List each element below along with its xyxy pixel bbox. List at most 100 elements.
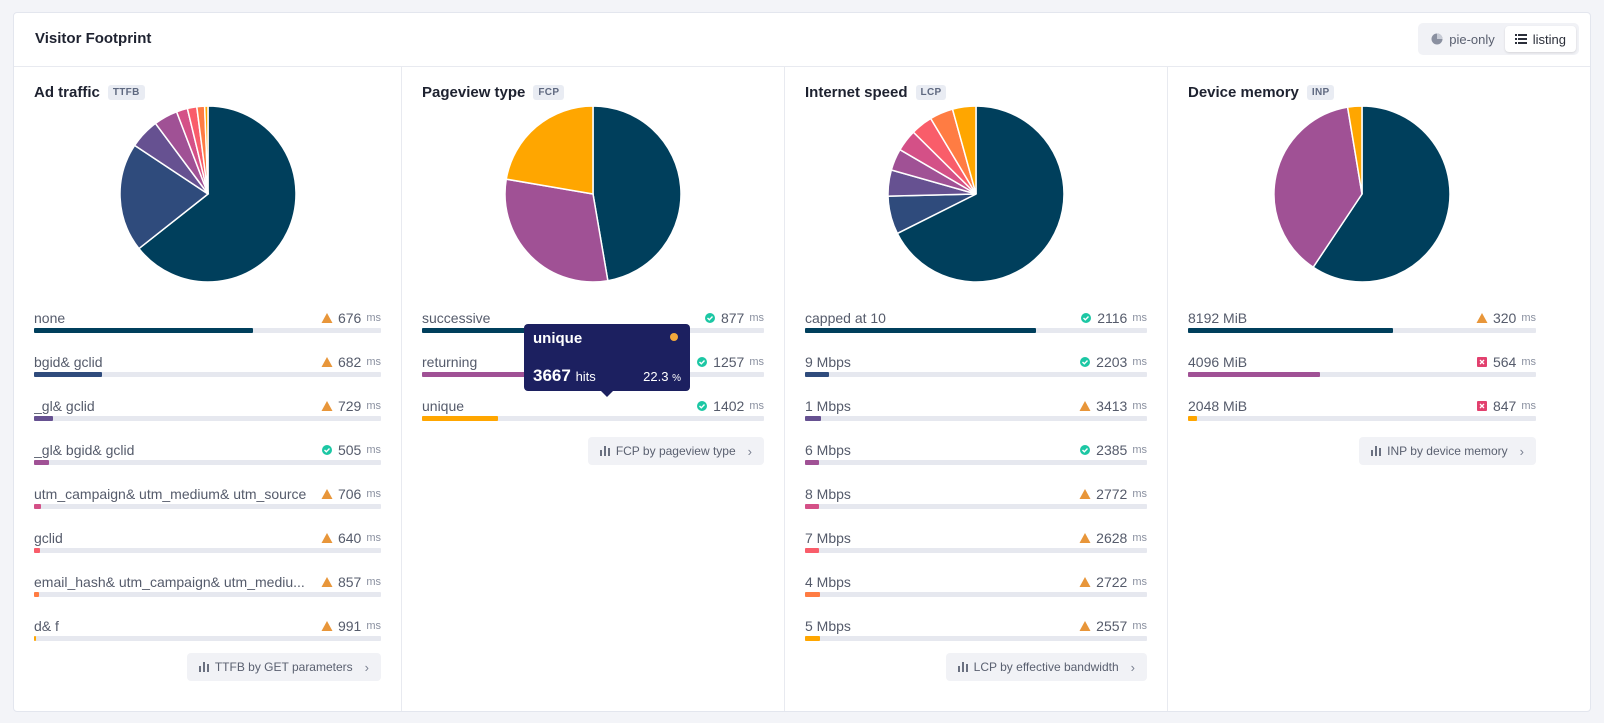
item-label: 9 Mbps [805,354,851,370]
tooltip-arrow [601,391,613,397]
pie-chart-icon [1431,33,1443,45]
breakdown-list: 8192 MiB 320 ms 4096 MiB 564 ms 2048 MiB 847 ms [1188,310,1536,442]
panel-title: Ad traffic [34,83,100,101]
share-bar-fill [422,372,526,377]
share-bar-track [1188,416,1536,421]
drilldown-button[interactable]: INP by device memory › [1359,437,1536,465]
pie-slice[interactable] [504,178,609,283]
list-item[interactable]: none 676 ms [34,310,381,354]
list-item[interactable]: 8192 MiB 320 ms [1188,310,1536,354]
metric-unit: ms [1132,488,1147,500]
pie-slice[interactable] [592,105,682,282]
list-item[interactable]: 2048 MiB 847 ms [1188,398,1536,442]
list-item[interactable]: email_hash& utm_campaign& utm_mediu... 85… [34,574,381,618]
item-label: 8192 MiB [1188,310,1248,326]
warning-triangle-icon [321,577,333,587]
item-metric: 676 ms [321,310,381,326]
metric-value: 3413 [1096,398,1128,414]
pie-slice[interactable] [1312,105,1451,283]
metric-value: 2772 [1096,486,1128,502]
drilldown-label: INP by device memory [1387,444,1508,458]
list-item[interactable]: _gl& gclid 729 ms [34,398,381,442]
metric-value: 1257 [713,354,745,370]
pie-slice[interactable] [118,144,209,250]
pie-slice[interactable] [896,105,1065,283]
warning-triangle-icon [1079,621,1091,631]
drilldown-button[interactable]: FCP by pageview type › [587,437,764,465]
list-item[interactable]: 5 Mbps 2557 ms [805,618,1147,662]
good-check-icon [697,357,708,367]
list-item[interactable]: 9 Mbps 2203 ms [805,354,1147,398]
pie-slice[interactable] [1273,106,1363,269]
pie-slice[interactable] [505,105,594,195]
list-item[interactable]: 1 Mbps 3413 ms [805,398,1147,442]
metric-unit: ms [366,312,381,324]
metric-value: 2203 [1096,354,1128,370]
share-bar-track [805,460,1147,465]
item-metric: 2385 ms [1079,442,1147,458]
drilldown-button[interactable]: LCP by effective bandwidth › [945,653,1147,681]
list-item[interactable]: 8 Mbps 2772 ms [805,486,1147,530]
item-metric: 847 ms [1476,398,1536,414]
warning-triangle-icon [321,357,333,367]
list-item[interactable]: unique 1402 ms [422,398,764,442]
item-metric: 2772 ms [1079,486,1147,502]
pie-slice[interactable] [951,105,977,195]
drilldown-label: LCP by effective bandwidth [973,660,1119,674]
list-item[interactable]: d& f 991 ms [34,618,381,662]
panel-header: Ad traffic TTFB [34,80,381,104]
metric-value: 320 [1492,310,1517,326]
bar-chart-icon [1371,446,1382,456]
warning-triangle-icon [1079,489,1091,499]
pie-chart-container [422,104,764,288]
metric-value: 505 [337,442,362,458]
share-bar-track [805,592,1147,597]
metric-value: 847 [1492,398,1517,414]
list-item[interactable]: bgid& gclid 682 ms [34,354,381,398]
list-item[interactable]: 4 Mbps 2722 ms [805,574,1147,618]
pie-slice[interactable] [1346,105,1363,195]
share-bar-track [34,636,381,641]
pie-slice[interactable] [203,105,209,195]
item-label: 6 Mbps [805,442,851,458]
item-metric: 505 ms [321,442,381,458]
item-label: 4096 MiB [1188,354,1248,370]
share-bar-fill [422,416,499,421]
drilldown-button[interactable]: TTFB by GET parameters › [186,653,381,681]
item-metric: 729 ms [321,398,381,414]
pie-only-toggle[interactable]: pie-only [1421,26,1505,52]
poor-square-icon [1476,401,1487,411]
list-item[interactable]: 6 Mbps 2385 ms [805,442,1147,486]
share-bar-track [34,504,381,509]
list-item[interactable]: 7 Mbps 2628 ms [805,530,1147,574]
share-bar-fill [805,592,820,597]
list-item[interactable]: 4096 MiB 564 ms [1188,354,1536,398]
share-bar-track [1188,328,1536,333]
share-bar-track [34,460,381,465]
item-label: 8 Mbps [805,486,851,502]
pie-only-label: pie-only [1449,31,1495,47]
share-bar-fill [805,372,829,377]
pie-chart-container [1188,104,1536,288]
item-label: d& f [34,618,59,634]
share-bar-track [34,592,381,597]
item-label: none [34,310,66,326]
metric-unit: ms [1521,400,1536,412]
share-bar-fill [422,328,584,333]
list-item[interactable]: utm_campaign& utm_medium& utm_source 706 m… [34,486,381,530]
good-check-icon [1080,445,1091,455]
share-bar-fill [1188,328,1394,333]
item-label: 5 Mbps [805,618,851,634]
list-item[interactable]: _gl& bgid& gclid 505 ms [34,442,381,486]
pie-slice[interactable] [137,105,297,283]
bar-chart-icon [198,662,209,672]
tooltip-hits-label: hits [575,369,596,384]
item-metric: 991 ms [321,618,381,634]
metric-value: 676 [337,310,362,326]
listing-toggle[interactable]: listing [1504,26,1576,52]
metric-badge: INP [1306,84,1335,100]
metric-value: 706 [337,486,362,502]
list-item[interactable]: gclid 640 ms [34,530,381,574]
list-item[interactable]: capped at 10 2116 ms [805,310,1147,354]
metric-value: 2628 [1096,530,1128,546]
